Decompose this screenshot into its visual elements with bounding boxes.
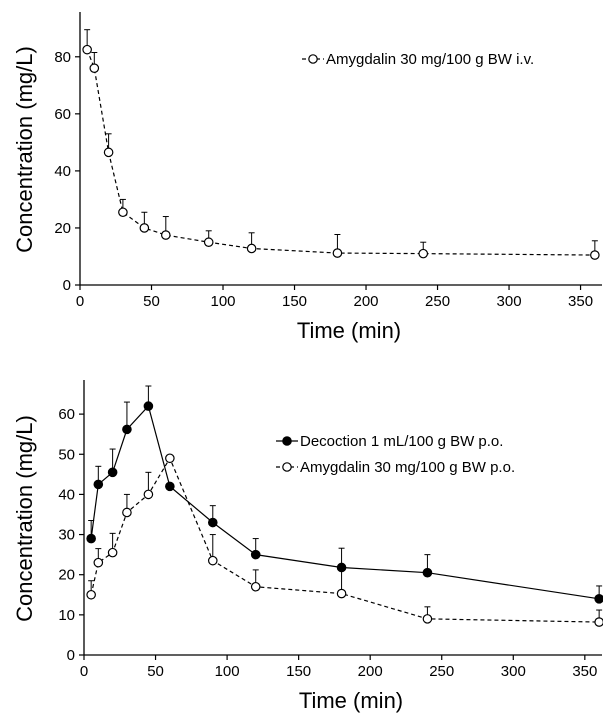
x-tick-label: 100	[215, 663, 240, 680]
data-point	[93, 479, 104, 490]
data-point	[89, 63, 100, 73]
y-tick-label: 0	[63, 277, 71, 294]
y-tick-label: 60	[58, 406, 75, 423]
x-tick-label: 200	[354, 293, 379, 310]
x-axis-title: Time (min)	[297, 318, 401, 343]
y-tick-label: 80	[54, 49, 71, 66]
data-point	[82, 44, 92, 55]
data-point	[122, 507, 132, 518]
data-point	[246, 243, 257, 254]
data-point	[590, 250, 600, 260]
series-line	[86, 49, 595, 256]
x-tick-label: 50	[143, 293, 160, 310]
data-point	[250, 549, 261, 560]
series-1	[86, 385, 603, 604]
data-point	[594, 593, 603, 604]
data-point	[118, 207, 128, 218]
data-point	[207, 517, 218, 528]
legend-label: Amygdalin 30 mg/100 g BW p.o.	[300, 459, 515, 476]
legend-marker	[282, 436, 292, 446]
x-tick-label: 350	[572, 663, 597, 680]
data-point	[422, 567, 433, 578]
legend-entry-1: Decoction 1 mL/100 g BW p.o.	[276, 433, 503, 450]
x-tick-label: 0	[80, 663, 88, 680]
x-tick-label: 0	[76, 293, 84, 310]
y-tick-label: 60	[54, 106, 71, 123]
legend-marker	[282, 462, 292, 472]
data-point	[203, 237, 214, 248]
x-axis-title: Time (min)	[299, 688, 403, 713]
x-tick-label: 50	[147, 663, 164, 680]
y-tick-label: 10	[58, 607, 75, 624]
data-point	[165, 453, 175, 464]
data-point	[336, 588, 347, 599]
legend-label: Amygdalin 30 mg/100 g BW i.v.	[326, 51, 534, 68]
legend-entry-1: Amygdalin 30 mg/100 g BW i.v.	[302, 51, 534, 68]
chart-panel-1: 0 20 40 60 80 0 50 100 150 200 250 300 350 Time (min)…	[12, 12, 602, 343]
x-tick-label: 250	[425, 293, 450, 310]
data-point	[418, 248, 429, 259]
x-tick-label: 150	[286, 663, 311, 680]
data-point	[143, 489, 154, 500]
y-axis-title: Concentration (mg/L)	[12, 46, 37, 253]
x-tick-label: 150	[282, 293, 307, 310]
y-tick-label: 20	[54, 220, 71, 237]
x-tick-label: 350	[568, 293, 593, 310]
y-tick-label: 30	[58, 527, 75, 544]
data-point	[86, 589, 96, 600]
y-tick-label: 40	[54, 163, 71, 180]
data-point	[161, 230, 171, 240]
legend-marker	[308, 54, 318, 64]
y-tick-label: 40	[58, 486, 75, 503]
data-point	[422, 614, 433, 624]
x-tick-label: 200	[358, 663, 383, 680]
y-tick-label: 0	[67, 647, 75, 664]
data-point	[165, 481, 175, 492]
data-point	[122, 424, 132, 435]
data-point	[139, 223, 150, 233]
y-axis-title: Concentration (mg/L)	[12, 415, 37, 622]
data-point	[93, 557, 104, 568]
data-point	[107, 547, 118, 558]
data-point	[594, 617, 603, 627]
x-tick-label: 100	[210, 293, 235, 310]
series-2	[86, 453, 603, 627]
data-point	[86, 533, 96, 544]
y-tick-label: 20	[58, 567, 75, 584]
legend-entry-2: Amygdalin 30 mg/100 g BW p.o.	[276, 459, 515, 476]
y-tick-label: 50	[58, 446, 75, 463]
data-point	[103, 147, 114, 158]
data-point	[332, 248, 343, 258]
x-tick-label: 300	[497, 293, 522, 310]
chart-panel-2: 0 10 20 30 40 50 60 0 50 100 150 200 250 300 350 Time (…	[12, 380, 603, 713]
series-1	[82, 29, 600, 260]
data-point	[143, 401, 154, 411]
data-point	[250, 581, 261, 592]
x-tick-label: 250	[429, 663, 454, 680]
x-tick-label: 300	[501, 663, 526, 680]
legend-label: Decoction 1 mL/100 g BW p.o.	[300, 433, 503, 450]
data-point	[207, 555, 218, 566]
data-point	[107, 467, 118, 478]
